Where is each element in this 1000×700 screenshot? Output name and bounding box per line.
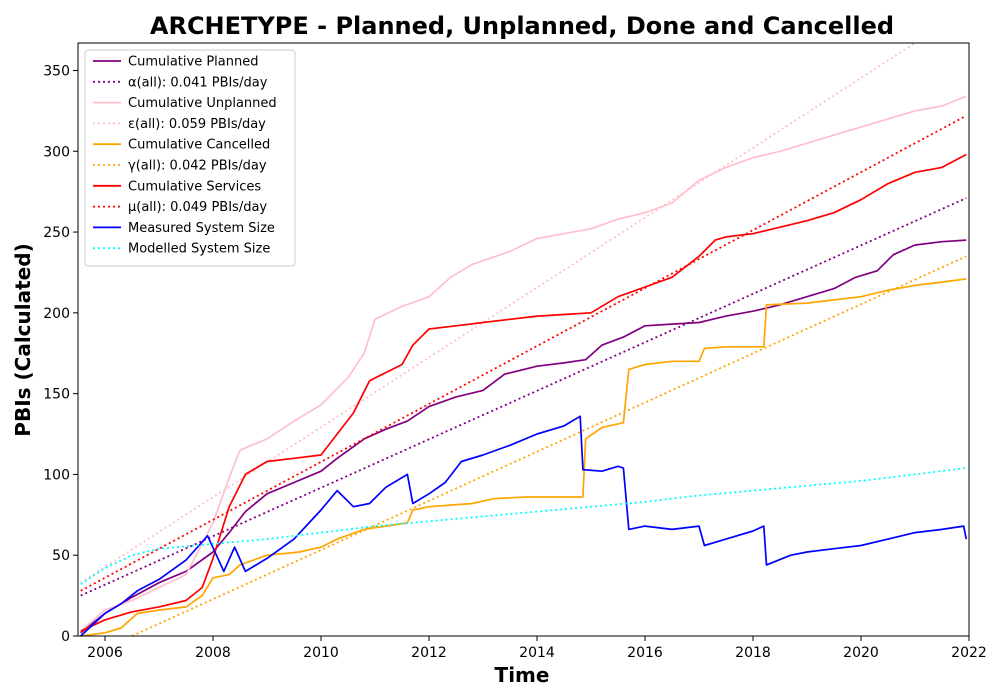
legend-label: γ(all): 0.042 PBIs/day — [128, 159, 267, 174]
legend-label: Cumulative Unplanned — [128, 96, 277, 111]
series-line-3 — [80, 42, 916, 584]
legend-box — [84, 49, 296, 267]
plot-series-group — [80, 42, 968, 637]
series-line-9 — [80, 467, 967, 586]
series-line-2 — [80, 95, 967, 632]
y-tick-label: 50 — [52, 548, 70, 564]
x-tick-label: 2018 — [735, 645, 771, 661]
y-axis-ticks: 0 50 100 150 200 250 300 350 — [43, 63, 78, 645]
series-line-0 — [80, 239, 967, 634]
y-tick-label: 300 — [43, 144, 70, 160]
y-tick-label: 0 — [61, 629, 70, 645]
x-tick-label: 2008 — [195, 645, 231, 661]
legend-label: Cumulative Cancelled — [128, 138, 270, 153]
x-axis-label: Time — [495, 663, 550, 687]
legend-label: μ(all): 0.049 PBIs/day — [128, 200, 267, 215]
y-tick-label: 100 — [43, 467, 70, 483]
y-tick-label: 350 — [43, 63, 70, 79]
y-tick-label: 250 — [43, 225, 70, 241]
series-line-5 — [131, 255, 967, 637]
legend-label: ε(all): 0.059 PBIs/day — [128, 117, 266, 132]
legend-label: Cumulative Planned — [128, 55, 258, 70]
legend-label: α(all): 0.041 PBIs/day — [128, 75, 268, 90]
x-tick-label: 2020 — [843, 645, 879, 661]
legend-label: Cumulative Services — [128, 179, 261, 194]
series-line-4 — [80, 278, 967, 637]
series-line-8 — [80, 415, 968, 637]
x-tick-label: 2012 — [411, 645, 447, 661]
legend-label: Measured System Size — [128, 221, 275, 236]
series-line-6 — [80, 153, 967, 632]
x-tick-label: 2022 — [951, 645, 987, 661]
y-tick-label: 150 — [43, 387, 70, 403]
y-axis-label: PBIs (Calculated) — [11, 243, 35, 436]
x-tick-label: 2010 — [303, 645, 339, 661]
series-line-1 — [80, 197, 967, 597]
plot-area-frame — [77, 42, 970, 637]
legend: Cumulative Planned α(all): 0.041 PBIs/day… — [84, 49, 296, 267]
x-axis-ticks: 2006 2008 2010 2012 2014 2016 2018 2020 2022 — [87, 636, 987, 661]
chart-title: ARCHETYPE - Planned, Unplanned, Done and… — [150, 12, 894, 40]
x-tick-label: 2014 — [519, 645, 555, 661]
x-tick-label: 2006 — [87, 645, 123, 661]
y-tick-label: 200 — [43, 306, 70, 322]
legend-label: Modelled System Size — [128, 242, 270, 257]
x-tick-label: 2016 — [627, 645, 663, 661]
